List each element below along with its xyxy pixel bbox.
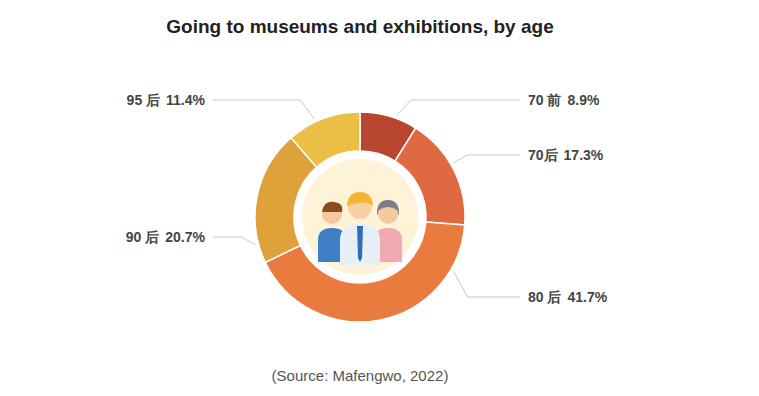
value-label: 11.4% (166, 92, 205, 108)
person-hair (377, 200, 399, 216)
category-label: 90 后 (126, 229, 159, 245)
center-disc (302, 159, 418, 275)
slice-label: 70 前 8.9% (528, 92, 600, 108)
category-label: 70 前 (528, 92, 561, 108)
leader-line (454, 271, 520, 297)
leader-line (213, 100, 314, 119)
value-label: 17.3% (564, 147, 604, 163)
chart-root: Going to museums and exhibitions, by age… (0, 0, 759, 396)
person-body (340, 224, 380, 265)
leader-line (397, 100, 520, 116)
leader-line (454, 155, 520, 163)
value-label: 8.9% (567, 92, 599, 108)
slice-label: 80 后 41.7% (528, 289, 608, 305)
category-label: 70后 (528, 147, 558, 163)
value-label: 20.7% (165, 229, 205, 245)
person-hair (347, 192, 373, 206)
slice-label: 95 后 11.4% (127, 92, 206, 108)
people-icon (318, 192, 402, 265)
category-label: 95 后 (127, 92, 160, 108)
slice (291, 112, 360, 167)
value-label: 41.7% (567, 289, 607, 305)
slice-label: 90 后 20.7% (126, 229, 206, 245)
slice-label: 70后 17.3% (528, 147, 604, 163)
category-label: 80 后 (528, 289, 561, 305)
slices (255, 112, 465, 322)
person-hair (322, 202, 342, 212)
source-note: (Source: Mafengwo, 2022) (272, 367, 449, 384)
person-tie (357, 226, 363, 262)
leader-line (213, 237, 256, 245)
data-labels: 70 前 8.9% 70后 17.3% 80 后 41.7% 90 后 20.7% 95 后 11… (126, 92, 608, 305)
title: Going to museums and exhibitions, by age (166, 16, 553, 37)
